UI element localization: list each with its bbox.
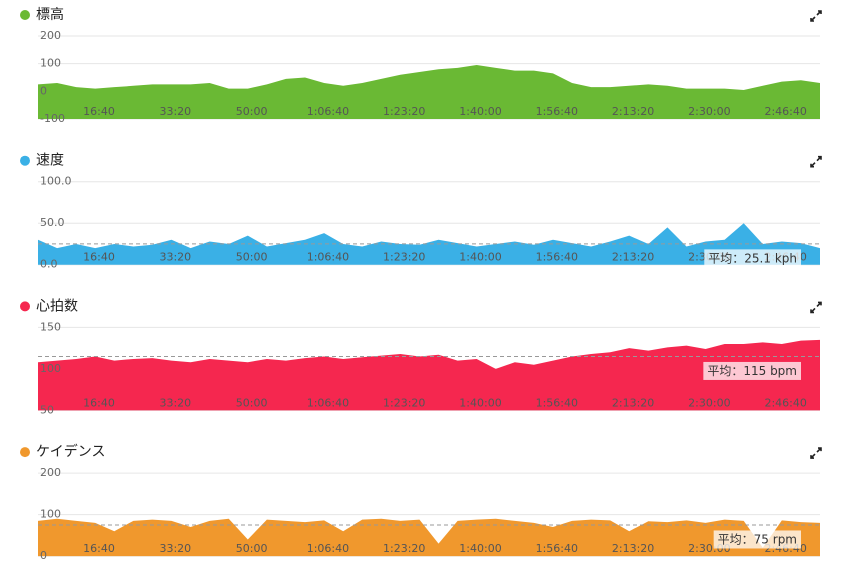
x-tick-label: 50:00 <box>236 105 268 118</box>
x-tick-label: 16:40 <box>83 542 115 555</box>
chart-title: 標高 <box>36 6 64 23</box>
x-tick-label: 1:23:20 <box>383 396 425 409</box>
x-tick-label: 50:00 <box>236 542 268 555</box>
x-tick-label: 2:46:40 <box>764 396 806 409</box>
x-tick-label: 1:23:20 <box>383 542 425 555</box>
x-tick-label: 1:40:00 <box>459 396 501 409</box>
average-label: 平均：75 rpm <box>718 532 797 546</box>
area <box>38 223 820 265</box>
x-tick-label: 50:00 <box>236 396 268 409</box>
y-tick-label: 0.0 <box>40 258 58 271</box>
x-tick-label: 1:56:40 <box>536 396 578 409</box>
expand-icon[interactable] <box>810 10 822 22</box>
y-tick-label: 50 <box>40 403 54 416</box>
average-label-bg <box>713 530 801 549</box>
average-label-bg <box>704 249 801 268</box>
x-tick-label: 1:56:40 <box>536 251 578 264</box>
area <box>38 339 820 411</box>
chart-title: 速度 <box>36 153 64 169</box>
y-tick-label: 150 <box>40 320 61 333</box>
x-tick-label: 1:06:40 <box>307 105 349 118</box>
x-tick-label: 2:13:20 <box>612 105 654 118</box>
x-tick-label: 50:00 <box>236 251 268 264</box>
x-tick-label: 2:13:20 <box>612 251 654 264</box>
expand-arrow <box>810 10 822 22</box>
expand-arrow <box>810 155 822 168</box>
x-tick-label: 1:06:40 <box>307 396 349 409</box>
x-tick-label: 2:13:20 <box>612 396 654 409</box>
x-tick-label: 1:06:40 <box>307 542 349 555</box>
x-tick-label: 1:23:20 <box>383 251 425 264</box>
legend-dot <box>20 447 30 458</box>
x-tick-label: 1:40:00 <box>459 105 501 118</box>
y-tick-label: 100 <box>40 57 61 70</box>
x-tick-label: 2:46:40 <box>764 105 806 118</box>
y-tick-label: 100.0 <box>40 175 72 188</box>
area <box>38 65 820 119</box>
y-tick-label: 200 <box>40 466 61 479</box>
legend-dot <box>20 301 30 312</box>
y-tick-label: 100 <box>40 362 61 375</box>
expand-icon[interactable] <box>810 447 822 459</box>
y-tick-label: 0 <box>40 84 47 97</box>
x-tick-label: 16:40 <box>83 251 115 264</box>
x-tick-label: 16:40 <box>83 396 115 409</box>
legend-dot <box>20 155 30 166</box>
chart-title: 心拍数 <box>36 298 78 314</box>
average-label-bg <box>703 361 801 380</box>
x-tick-label: 1:56:40 <box>536 105 578 118</box>
expand-arrow <box>810 301 822 314</box>
expand-icon[interactable] <box>810 155 822 168</box>
x-tick-label: 16:40 <box>83 105 115 118</box>
x-tick-label: 1:40:00 <box>459 251 501 264</box>
x-tick-label: 2:30:00 <box>688 396 730 409</box>
expand-icon[interactable] <box>810 301 822 314</box>
area <box>38 518 820 557</box>
x-tick-label: 1:06:40 <box>307 251 349 264</box>
x-tick-label: 33:20 <box>159 251 191 264</box>
chart-title: ケイデンス <box>36 443 105 460</box>
x-tick-label: 1:23:20 <box>383 105 425 118</box>
expand-arrow <box>810 447 822 459</box>
x-tick-label: 33:20 <box>159 396 191 409</box>
x-tick-label: 1:40:00 <box>459 542 501 555</box>
average-label: 平均：25.1 kph <box>708 251 797 265</box>
x-tick-label: 33:20 <box>159 542 191 555</box>
x-tick-label: 1:56:40 <box>536 542 578 555</box>
y-tick-label: 0 <box>40 549 47 562</box>
y-tick-label: -100 <box>40 112 65 125</box>
y-tick-label: 200 <box>40 29 61 42</box>
y-tick-label: 100 <box>40 508 61 521</box>
x-tick-label: 33:20 <box>159 105 191 118</box>
x-tick-label: 2:13:20 <box>612 542 654 555</box>
x-tick-label: 2:30:00 <box>688 105 730 118</box>
y-tick-label: 50.0 <box>40 216 65 229</box>
legend-dot <box>20 10 30 20</box>
average-label: 平均：115 bpm <box>707 364 797 378</box>
